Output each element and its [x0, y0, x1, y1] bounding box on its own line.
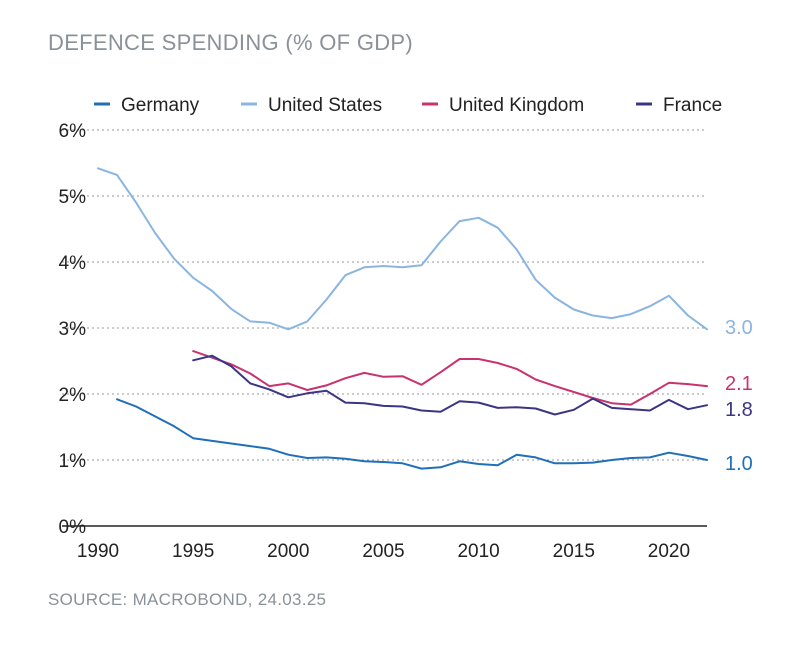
series-lines — [97, 167, 708, 470]
legend-label: France — [663, 95, 722, 116]
x-axis-ticks: 1990 1995 2000 2005 2010 2015 2020 — [77, 541, 690, 562]
y-axis-ticks: 0% 1% 2% 3% 4% 5% 6% — [59, 121, 87, 538]
end-label: 1.8 — [725, 399, 753, 421]
y-tick-label: 1% — [59, 451, 87, 472]
chart-title: DEFENCE SPENDING (% OF GDP) — [48, 30, 414, 55]
x-tick-label: 2010 — [457, 541, 499, 562]
series-line-united-kingdom — [192, 350, 708, 406]
x-tick-label: 2015 — [553, 541, 595, 562]
grid-lines — [62, 129, 707, 527]
x-tick-label: 1995 — [172, 541, 214, 562]
end-label: 3.0 — [725, 317, 753, 339]
x-tick-label: 2000 — [267, 541, 309, 562]
y-tick-label: 6% — [59, 121, 87, 142]
series-line-france — [192, 354, 708, 416]
y-tick-label: 2% — [59, 385, 87, 406]
end-label: 1.0 — [725, 453, 753, 475]
x-tick-label: 2005 — [362, 541, 404, 562]
legend: Germany United States United Kingdom France — [94, 95, 722, 116]
y-tick-label: 4% — [59, 253, 87, 274]
end-label: 2.1 — [725, 373, 753, 395]
y-tick-label: 0% — [59, 517, 87, 538]
legend-label: Germany — [121, 95, 200, 116]
source-note: SOURCE: MACROBOND, 24.03.25 — [48, 590, 327, 609]
legend-label: United States — [268, 95, 382, 116]
y-tick-label: 5% — [59, 187, 87, 208]
y-tick-label: 3% — [59, 319, 87, 340]
x-tick-label: 1990 — [77, 541, 119, 562]
series-line-germany — [116, 398, 708, 470]
end-labels: 1.0 3.0 2.1 1.8 — [725, 317, 753, 475]
x-tick-label: 2020 — [648, 541, 690, 562]
legend-label: United Kingdom — [449, 95, 584, 116]
series-line-united-states — [97, 167, 708, 331]
